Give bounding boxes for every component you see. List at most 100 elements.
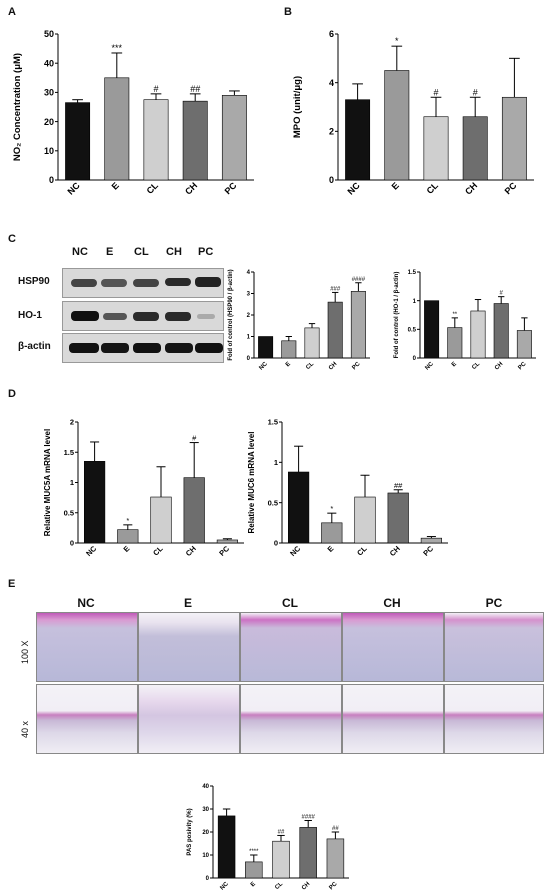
significance-mark: *** bbox=[112, 43, 123, 53]
significance-mark: * bbox=[330, 504, 333, 513]
y-tick-label: 1 bbox=[70, 478, 74, 487]
x-tick-label: CH bbox=[328, 361, 338, 371]
lane-label: PC bbox=[198, 246, 214, 258]
y-tick-label: 10 bbox=[202, 853, 209, 859]
bar bbox=[288, 471, 310, 544]
y-tick-label: 4 bbox=[247, 270, 251, 276]
x-tick-label: CL bbox=[305, 361, 315, 371]
histology-ch-100x bbox=[342, 612, 444, 682]
x-tick-label: CL bbox=[425, 180, 441, 196]
hist-row-100x: 100 X bbox=[20, 640, 30, 664]
x-tick-label: PC bbox=[503, 180, 519, 196]
x-tick-label: PC bbox=[217, 544, 231, 558]
x-tick-label: CH bbox=[463, 180, 479, 196]
x-tick-label: PC bbox=[351, 361, 362, 372]
x-tick-label: E bbox=[451, 361, 458, 368]
x-tick-label: CH bbox=[301, 881, 311, 891]
bar bbox=[470, 310, 486, 359]
y-tick-label: 40 bbox=[202, 784, 209, 790]
y-tick-label: 0 bbox=[206, 876, 210, 882]
blot-beta-actin bbox=[62, 333, 224, 363]
x-tick-label: CH bbox=[388, 544, 402, 558]
y-tick-label: 4 bbox=[329, 78, 334, 88]
chart-a-no2: NO₂ Concentration (μM) 0 10 20 30 40 50 NC *** E #… bbox=[12, 29, 254, 197]
bar bbox=[501, 96, 527, 181]
bar bbox=[216, 539, 238, 544]
x-tick-label: NC bbox=[219, 881, 230, 892]
y-axis-label: NO₂ Concentration (μM) bbox=[12, 53, 23, 161]
x-tick-label: NC bbox=[345, 180, 362, 197]
y-axis-label: PAS posivity (%) bbox=[187, 808, 193, 855]
x-tick-label: CL bbox=[151, 544, 165, 558]
histology-cl-100x bbox=[240, 612, 342, 682]
bar bbox=[182, 100, 208, 181]
bar bbox=[304, 327, 320, 359]
bar bbox=[117, 529, 139, 544]
bar bbox=[423, 116, 449, 181]
x-tick-label: CL bbox=[145, 180, 161, 196]
significance-mark: * bbox=[395, 36, 399, 46]
y-tick-label: 40 bbox=[44, 58, 54, 68]
bar bbox=[326, 838, 345, 879]
chart-c-ho1: Fold of control (HO-1 / β-actin) 0 0.5 1 1.5… bbox=[394, 270, 536, 372]
x-tick-label: E bbox=[250, 881, 257, 888]
blot-hsp90 bbox=[62, 268, 224, 298]
y-tick-label: 2 bbox=[247, 313, 251, 319]
y-axis-label: Relative MUC5A mRNA level bbox=[43, 429, 52, 536]
bar bbox=[420, 537, 442, 544]
y-tick-label: 0 bbox=[329, 175, 334, 185]
lane-label: CH bbox=[166, 246, 182, 258]
significance-mark: # bbox=[500, 291, 504, 297]
x-tick-label: NC bbox=[424, 361, 435, 372]
bar bbox=[327, 301, 343, 359]
y-tick-label: 1.5 bbox=[408, 270, 417, 276]
bar bbox=[354, 496, 376, 544]
y-tick-label: 1.5 bbox=[268, 418, 278, 427]
significance-mark: # bbox=[473, 87, 478, 97]
hist-col-cl: CL bbox=[282, 596, 298, 610]
y-tick-label: 30 bbox=[44, 88, 54, 98]
hist-col-pc: PC bbox=[485, 596, 503, 610]
y-tick-label: 0 bbox=[413, 356, 417, 362]
significance-mark: * bbox=[126, 516, 129, 525]
significance-mark: # bbox=[433, 87, 438, 97]
y-tick-label: 0 bbox=[247, 356, 251, 362]
x-tick-label: CH bbox=[494, 361, 504, 371]
x-tick-label: CL bbox=[471, 361, 481, 371]
chart-e-pas: PAS posivity (%)010203040NC****E##CL####… bbox=[187, 784, 349, 892]
significance-mark: # bbox=[153, 84, 158, 94]
y-tick-label: 1 bbox=[274, 458, 278, 467]
bar bbox=[84, 461, 106, 544]
blot-row-label-beta-actin: β-actin bbox=[18, 341, 51, 352]
y-tick-label: 2 bbox=[70, 418, 74, 427]
histology-pc-100x bbox=[444, 612, 544, 682]
bar bbox=[345, 99, 371, 181]
x-tick-label: NC bbox=[65, 180, 82, 197]
significance-mark: ## bbox=[190, 84, 200, 94]
x-tick-label: CL bbox=[274, 881, 284, 891]
y-axis-label: Fold of control (HO-1 / β-actin) bbox=[394, 272, 400, 359]
y-tick-label: 1 bbox=[247, 335, 251, 341]
bar bbox=[150, 496, 172, 544]
x-tick-label: E bbox=[122, 544, 132, 554]
hist-row-40x: 40 x bbox=[20, 720, 30, 738]
y-axis-label: MPO (unit/μg) bbox=[292, 76, 303, 138]
blot-ho1 bbox=[62, 301, 224, 331]
x-tick-label: PC bbox=[328, 881, 339, 892]
panel-label-b: B bbox=[284, 6, 292, 18]
chart-b-mpo: MPO (unit/μg) 0 2 4 6 NC * E # CL # CH PC bbox=[292, 29, 534, 197]
y-tick-label: 0.5 bbox=[408, 327, 417, 333]
bar bbox=[350, 291, 366, 359]
histology-nc-100x bbox=[36, 612, 138, 682]
bar bbox=[221, 95, 247, 181]
significance-mark: ## bbox=[394, 481, 403, 490]
significance-mark: ## bbox=[278, 829, 285, 835]
panel-label-a: A bbox=[8, 6, 16, 18]
bar bbox=[245, 861, 263, 879]
hist-col-ch: CH bbox=[383, 596, 401, 610]
hist-col-e: E bbox=[183, 596, 192, 610]
x-tick-label: PC bbox=[223, 180, 239, 196]
histology-cl-40x bbox=[240, 684, 342, 754]
bar bbox=[183, 477, 205, 544]
histology-ch-40x bbox=[342, 684, 444, 754]
